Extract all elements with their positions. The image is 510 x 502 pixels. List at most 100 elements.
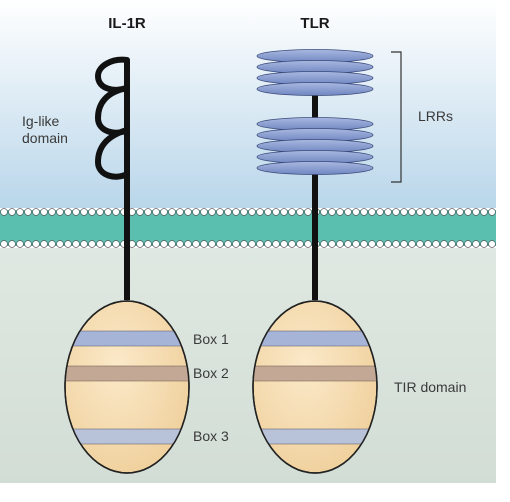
lipid-head xyxy=(112,240,120,248)
ig-like-domain-loops xyxy=(94,56,130,180)
lipid-head xyxy=(232,208,240,216)
lipid-head xyxy=(280,240,288,248)
lipid-head xyxy=(136,240,144,248)
lipid-head xyxy=(360,208,368,216)
box1-band xyxy=(253,330,377,347)
cell-membrane xyxy=(0,208,496,248)
lipid-head xyxy=(288,240,296,248)
lipid-head xyxy=(400,240,408,248)
lipid-head xyxy=(488,208,496,216)
box3-label: Box 3 xyxy=(193,428,229,444)
lipid-head xyxy=(264,240,272,248)
lipid-head xyxy=(368,240,376,248)
lipid-head xyxy=(224,208,232,216)
lipid-head xyxy=(408,208,416,216)
lipid-head xyxy=(448,240,456,248)
lipid-head xyxy=(80,240,88,248)
lipid-head xyxy=(360,240,368,248)
lrr-disc-stack xyxy=(256,49,374,175)
lipid-head xyxy=(168,208,176,216)
lipid-head xyxy=(344,240,352,248)
lipid-head xyxy=(432,208,440,216)
ig-like-label-line2: domain xyxy=(22,130,68,146)
lipid-head xyxy=(152,208,160,216)
lipid-head xyxy=(72,240,80,248)
lrr-disc xyxy=(256,161,374,175)
lipid-head xyxy=(480,208,488,216)
lipid-head xyxy=(88,240,96,248)
lipid-head xyxy=(368,208,376,216)
lipid-head xyxy=(96,208,104,216)
lipid-head xyxy=(208,208,216,216)
lipid-head xyxy=(272,240,280,248)
lipid-head xyxy=(144,240,152,248)
lipid-head xyxy=(352,208,360,216)
lipid-head xyxy=(24,208,32,216)
lipid-head xyxy=(64,208,72,216)
lipid-head xyxy=(16,240,24,248)
lipid-head xyxy=(160,240,168,248)
lipid-head xyxy=(216,208,224,216)
box2-label: Box 2 xyxy=(193,365,229,381)
lipid-head xyxy=(8,208,16,216)
lipid-head xyxy=(400,208,408,216)
lipid-head xyxy=(464,240,472,248)
lipid-head xyxy=(424,208,432,216)
lipid-heads-outer xyxy=(0,208,496,216)
lipid-head xyxy=(80,208,88,216)
lipid-head xyxy=(48,240,56,248)
lipid-head xyxy=(320,240,328,248)
lipid-head xyxy=(456,208,464,216)
lipid-head xyxy=(32,208,40,216)
lipid-head xyxy=(280,208,288,216)
box2-band xyxy=(65,365,189,382)
lipid-head xyxy=(176,208,184,216)
lipid-head xyxy=(488,240,496,248)
lipid-head xyxy=(88,208,96,216)
lipid-head xyxy=(112,208,120,216)
lipid-head xyxy=(192,240,200,248)
lipid-head xyxy=(248,208,256,216)
lipid-head xyxy=(224,240,232,248)
tlr-receptor xyxy=(256,49,374,300)
lipid-head xyxy=(240,240,248,248)
lipid-head xyxy=(296,240,304,248)
lipid-head xyxy=(320,208,328,216)
lipid-head xyxy=(416,208,424,216)
lipid-head xyxy=(56,240,64,248)
lipid-head xyxy=(272,208,280,216)
lipid-head xyxy=(296,208,304,216)
extracellular-space xyxy=(0,0,496,208)
lipid-head xyxy=(472,240,480,248)
lipid-head xyxy=(32,240,40,248)
lipid-head xyxy=(0,240,8,248)
lipid-head xyxy=(328,240,336,248)
lipid-head xyxy=(328,208,336,216)
lipid-head xyxy=(256,240,264,248)
lipid-head xyxy=(8,240,16,248)
lipid-head xyxy=(256,208,264,216)
il1r-receptor xyxy=(94,56,130,300)
lipid-head xyxy=(136,208,144,216)
lipid-head xyxy=(384,240,392,248)
lipid-head xyxy=(208,240,216,248)
lipid-head xyxy=(232,240,240,248)
lipid-head xyxy=(192,208,200,216)
lipid-head xyxy=(408,240,416,248)
lipid-head xyxy=(40,208,48,216)
box1-band xyxy=(65,330,189,347)
lipid-head xyxy=(200,240,208,248)
lipid-head xyxy=(304,208,312,216)
lipid-head xyxy=(416,240,424,248)
lipid-head xyxy=(160,208,168,216)
lipid-head xyxy=(304,240,312,248)
lipid-head xyxy=(168,240,176,248)
lipid-head xyxy=(336,208,344,216)
box3-band xyxy=(253,428,377,445)
lipid-head xyxy=(440,208,448,216)
lipid-head xyxy=(464,208,472,216)
lipid-head xyxy=(104,240,112,248)
lipid-head xyxy=(184,240,192,248)
tir-domain-label: TIR domain xyxy=(394,379,466,395)
